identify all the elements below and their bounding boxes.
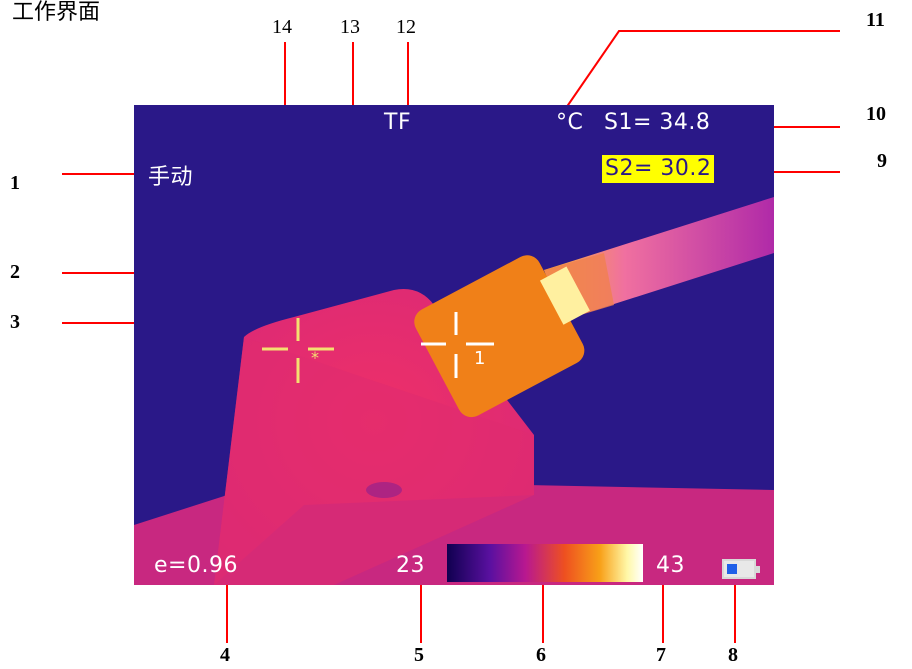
- callout-2: 2: [10, 261, 20, 283]
- callout-8: 8: [728, 644, 738, 666]
- callout-5: 5: [414, 644, 424, 666]
- callout-7: 7: [656, 644, 666, 666]
- crosshair-icon: [262, 312, 494, 383]
- scale-max: 43: [656, 553, 685, 578]
- callout-6: 6: [536, 644, 546, 666]
- color-scale-bar: [447, 544, 643, 582]
- callout-9: 9: [877, 150, 887, 172]
- callout-10: 10: [866, 103, 886, 125]
- thermal-image: [134, 197, 774, 585]
- marker-star: *: [311, 348, 320, 367]
- mode-label: 手动: [148, 165, 194, 190]
- marker-one: 1: [474, 348, 486, 369]
- callout-3: 3: [10, 311, 20, 333]
- filter-label: TF: [384, 110, 412, 135]
- emissivity-value: e=0.96: [154, 553, 238, 578]
- callout-11: 11: [866, 9, 885, 31]
- callout-4: 4: [220, 644, 230, 666]
- callout-12: 12: [396, 16, 416, 38]
- spot2-reading: S2= 30.2: [602, 155, 715, 183]
- page-title: 工作界面: [12, 0, 101, 25]
- thermal-screen: * 1 手动 TF °C S1= 34.8 S2= 30.2 e=0.96 23…: [134, 105, 774, 585]
- callout-1: 1: [10, 172, 20, 194]
- leader-11: [565, 30, 840, 109]
- scale-min: 23: [396, 553, 425, 578]
- battery-icon: [722, 559, 760, 579]
- unit-label: °C: [556, 110, 584, 135]
- spot1-reading: S1= 34.8: [604, 110, 711, 135]
- callout-13: 13: [340, 16, 360, 38]
- callout-14: 14: [272, 16, 292, 38]
